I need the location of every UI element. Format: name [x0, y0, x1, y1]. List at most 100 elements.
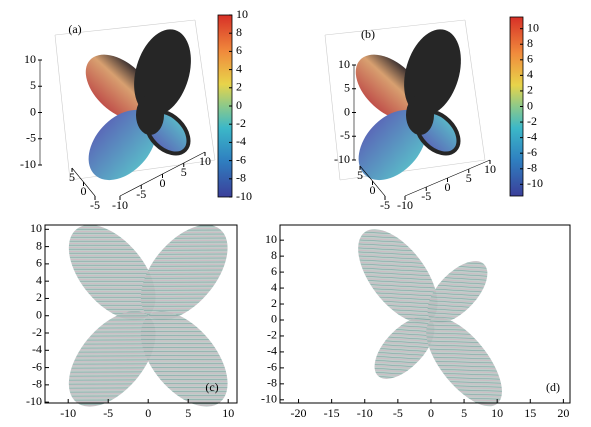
x-tick-label: 5: [185, 406, 191, 420]
y-tick-label: 8: [271, 248, 277, 262]
y-tick-label: 4: [271, 280, 277, 294]
y-tick-label: -4: [267, 344, 277, 358]
colorbar-tick-label: 4: [236, 61, 242, 75]
colorbar-tick-label: 0: [527, 98, 533, 112]
x-tick-label: 5: [181, 165, 187, 179]
x-tick-label: 15: [524, 406, 536, 420]
x-tick-label: -5: [421, 189, 431, 203]
colorbar-tick-label: -2: [527, 114, 537, 128]
y-tick-label: 10: [265, 232, 277, 246]
box-edge: [69, 159, 216, 181]
x-tick-label: -5: [393, 406, 403, 420]
y-tick-label: -2: [267, 328, 277, 342]
lobe: [68, 311, 156, 407]
colorbar-tick-label: 8: [527, 36, 533, 50]
colorbar-tick-label: 10: [527, 20, 539, 34]
y-tick-label: 5: [357, 168, 363, 182]
x-tick-label: 0: [145, 406, 151, 420]
z-tick-label: 0: [30, 104, 36, 118]
x-tick-label: 0: [445, 180, 451, 194]
z-tick-label: 10: [24, 52, 36, 66]
box-edge: [324, 19, 466, 36]
panel-3d: (a)1050-5-10-10-50510-5051086420-2-4-6-8…: [20, 7, 252, 212]
y-tick-label: 2: [271, 296, 277, 310]
colorbar-tick-label: 4: [527, 67, 533, 81]
lobe: [140, 311, 228, 407]
colorbar-tick-label: -4: [236, 134, 246, 148]
x-tick-label: 10: [484, 162, 496, 176]
z-tick-label: 5: [344, 81, 350, 95]
lobe: [68, 224, 156, 321]
x-tick-label: -10: [112, 198, 128, 212]
x-tick-label: 10: [222, 406, 234, 420]
colorbar-tick-label: -8: [527, 161, 537, 175]
y-tick-label: 0: [370, 183, 376, 197]
colorbar-tick-label: -6: [236, 152, 246, 166]
panel-label: (b): [361, 27, 375, 41]
y-tick-label: 0: [36, 307, 42, 321]
y-tick-label: 5: [69, 170, 75, 184]
z-tick-label: -5: [26, 131, 36, 145]
box-edge: [194, 19, 216, 161]
y-tick-label: 4: [36, 273, 42, 287]
x-tick-label: 10: [199, 154, 211, 168]
z-tick-label: -5: [340, 128, 350, 142]
y-tick-label: 6: [271, 264, 277, 278]
colorbar-tick-label: -10: [236, 189, 252, 203]
panel-label: (d): [546, 380, 560, 394]
x-tick-label: 5: [466, 171, 472, 185]
panel-3d: (b)1050-5-10-10-50510-5051086420-2-4-6-8…: [324, 16, 543, 212]
panel-2d: -10 -5 0 5 10 10 8 6 4 2 0 -2 -4 -6 -8 -10 (c): [26, 221, 238, 420]
y-tick-label: 2: [36, 290, 42, 304]
colorbar-tick-label: -6: [527, 145, 537, 159]
plot-frame: [279, 224, 571, 404]
lobe: [134, 29, 191, 116]
lobe: [358, 229, 438, 324]
box-edge: [324, 34, 341, 181]
box-edge: [339, 159, 486, 181]
colorbar-tick-label: 6: [527, 52, 533, 66]
x-tick-label: -5: [103, 406, 113, 420]
x-tick-label: 5: [461, 406, 467, 420]
colorbar-tick-label: -4: [527, 129, 537, 143]
x-tick-label: -10: [357, 406, 373, 420]
y-tick-label: -6: [267, 360, 277, 374]
lobe: [374, 317, 435, 379]
lobe: [140, 224, 228, 321]
lobe: [404, 29, 461, 116]
y-tick-label: 8: [36, 238, 42, 252]
box-edge: [464, 19, 486, 161]
y-tick-label: -8: [32, 377, 42, 391]
colorbar-tick-label: 2: [236, 80, 242, 94]
y-tick-label: -2: [32, 325, 42, 339]
lobe-core: [406, 95, 434, 135]
y-tick-label: 6: [36, 256, 42, 270]
colorbar-tick-label: 6: [236, 43, 242, 57]
panel-label: (c): [205, 380, 218, 394]
y-tick-label: 0: [81, 184, 87, 198]
y-tick-label: 0: [271, 312, 277, 326]
y-tick-label: -5: [90, 198, 100, 212]
y-tick-label: -5: [380, 198, 390, 212]
plot-frame: [44, 224, 238, 404]
x-tick-label: -10: [397, 198, 413, 212]
panel-label: (a): [68, 22, 81, 36]
z-tick-label: 0: [344, 104, 350, 118]
z-tick-label: -10: [20, 157, 36, 171]
colorbar-tick-label: -8: [236, 171, 246, 185]
y-tick-label: -10: [26, 394, 42, 408]
colorbar-tick-label: -10: [527, 176, 543, 190]
x-tick-label: 20: [557, 406, 569, 420]
colorbar-tick-label: 2: [527, 83, 533, 97]
y-tick-label: -6: [32, 359, 42, 373]
y-tick-label: 10: [30, 221, 42, 235]
colorbar-tick-label: 0: [236, 98, 242, 112]
x-tick-label: 0: [160, 176, 166, 190]
colorbar-tick-label: 8: [236, 25, 242, 39]
colorbar-tick-label: -2: [236, 116, 246, 130]
x-tick-label: 0: [428, 406, 434, 420]
y-tick-label: -4: [32, 342, 42, 356]
x-tick-label: -20: [291, 406, 307, 420]
